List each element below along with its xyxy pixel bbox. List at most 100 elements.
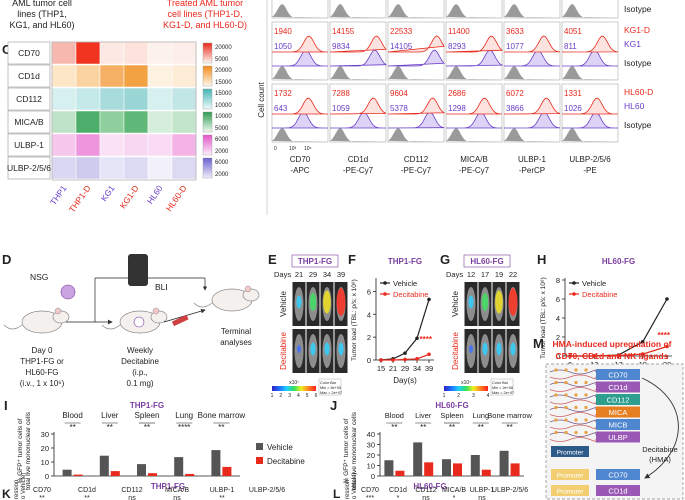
- treated-histogram: [272, 35, 328, 53]
- promoter-label: Promoter: [557, 473, 585, 480]
- bar: [499, 450, 509, 476]
- scheme-text: NSG: [30, 272, 48, 282]
- y-tick-label: 10: [41, 458, 49, 467]
- bli-color-bar: [444, 386, 488, 391]
- color-scale: [202, 65, 213, 87]
- marker-label: ULBP-2/5/6: [249, 487, 285, 494]
- significance: **: [69, 423, 75, 432]
- gene-label: MICA: [609, 408, 628, 417]
- isotype-histogram: [446, 128, 502, 142]
- color-scale: [202, 42, 213, 64]
- bli-signal: [482, 342, 488, 356]
- axis-tick-label: 0: [274, 146, 277, 152]
- isotype-histogram: [272, 4, 328, 18]
- untreated-histogram: [272, 49, 328, 67]
- row-label: KG1: [624, 39, 641, 49]
- isotype-histogram: [504, 66, 560, 80]
- isotype-histogram: [272, 128, 328, 142]
- column-label: KG1: [99, 183, 117, 203]
- bar: [62, 469, 72, 476]
- data-point: [403, 357, 407, 362]
- significance: ns: [128, 495, 136, 500]
- category-label: Lung: [175, 411, 193, 420]
- panel-label: H: [537, 252, 546, 267]
- mfi-value: 1732: [274, 89, 292, 98]
- bli-signal: [324, 342, 330, 356]
- methyl-group: [584, 393, 588, 397]
- heatmap-cell: [171, 156, 197, 180]
- header-text: KG1-D, and HL60-D): [163, 20, 247, 30]
- drug-label: (HMA): [649, 455, 671, 464]
- drug-label: Decitabine: [642, 445, 677, 454]
- marker-label: ULBP-2/5/6: [569, 155, 611, 164]
- color-scale: [202, 134, 213, 156]
- row-label: HL60-D: [624, 87, 653, 97]
- isotype-histogram: [562, 128, 618, 142]
- mfi-value: 1298: [448, 104, 466, 113]
- bli-signal: [510, 342, 516, 356]
- bar: [481, 469, 491, 476]
- promoter-box: [551, 446, 589, 457]
- bli-signal: [309, 293, 317, 311]
- gene-label: CD1d: [608, 487, 627, 496]
- title-box: [463, 254, 511, 268]
- scale-tick-label: 4: [487, 393, 490, 399]
- untreated-histogram: [504, 49, 560, 67]
- category-label: Lung: [472, 411, 489, 420]
- mfi-value: 1026: [564, 104, 582, 113]
- mfi-value: 9604: [390, 89, 408, 98]
- data-point: [415, 357, 419, 361]
- significance: **: [84, 495, 90, 500]
- gene-box: [596, 381, 640, 393]
- treated-histogram: [562, 97, 618, 115]
- row-label: Isotype: [624, 120, 652, 130]
- significance: ns: [422, 495, 430, 500]
- methyl-group: [554, 418, 558, 422]
- panel-label: C: [2, 42, 12, 57]
- scale-tick-label: 15000: [215, 91, 232, 97]
- mfi-value: 1050: [274, 42, 292, 51]
- treated-histogram: [387, 35, 445, 53]
- scheme-text: 0.1 mg): [126, 379, 153, 388]
- methyl-group: [564, 368, 568, 372]
- gene-box: [596, 469, 640, 480]
- category-label: Liver: [415, 411, 432, 420]
- mfi-value: 1077: [506, 42, 524, 51]
- panel-title: HL60-FG: [470, 257, 503, 266]
- bli-signal: [297, 345, 301, 353]
- scale-note: Min = 5e+05: [320, 386, 341, 390]
- mfi-value: 643: [274, 104, 288, 113]
- heatmap-cell: [147, 110, 173, 134]
- marker-label: ULBP-1: [518, 155, 547, 164]
- significance: ns: [478, 495, 486, 500]
- heatmap-cell: [147, 64, 173, 88]
- mfi-value: 3633: [506, 27, 524, 36]
- heatmap-cell: [75, 110, 101, 134]
- marker-label: ULBP-1: [470, 487, 495, 494]
- significance: **: [39, 495, 45, 500]
- marker-label: CD112: [404, 155, 429, 164]
- significance: ***: [366, 495, 374, 500]
- isotype-histogram: [388, 128, 444, 142]
- day-label: 12: [467, 270, 475, 279]
- row-label: KG1-D: [624, 25, 650, 35]
- methyl-group: [564, 405, 568, 410]
- untreated-histogram: [562, 111, 618, 129]
- isotype-histogram: [330, 128, 386, 142]
- scale-tick-label: 20000: [215, 45, 232, 51]
- promoter-label: Promoter: [557, 489, 585, 496]
- y-axis-label: o Vehicle): [21, 473, 27, 499]
- legend-label: Vehicle: [267, 443, 293, 452]
- row-label: Isotype: [624, 58, 652, 68]
- bli-signal: [310, 342, 316, 356]
- y-tick-label: 6: [367, 287, 371, 296]
- significance: **: [478, 423, 484, 432]
- scheme-text: Terminal: [221, 327, 251, 336]
- column-label: HL60-D: [164, 183, 189, 213]
- mouse-ear: [152, 307, 160, 315]
- mfi-value: 14155: [332, 27, 355, 36]
- untreated-histogram: [329, 49, 388, 67]
- scale-tick-label: 3: [472, 393, 475, 399]
- panel-label: F: [348, 252, 356, 267]
